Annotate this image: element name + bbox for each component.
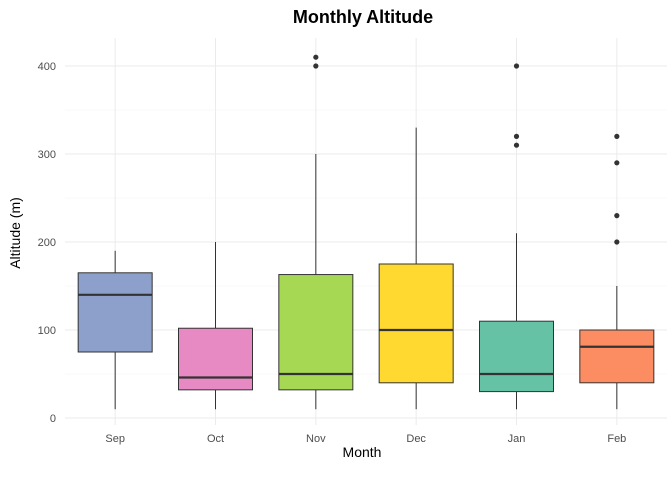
- outlier-point: [614, 160, 620, 166]
- box-body: [77, 272, 153, 353]
- box-body: [378, 263, 454, 384]
- box-body: [178, 327, 253, 391]
- box-body: [479, 320, 554, 393]
- outlier-point: [614, 213, 620, 219]
- outlier-point: [513, 63, 520, 69]
- x-axis-ticks: Sep Oct Nov Dec Jan Feb: [105, 433, 626, 445]
- box-sep: [77, 250, 153, 410]
- x-tick-label: Oct: [207, 433, 224, 445]
- box-nov: [278, 54, 354, 410]
- x-tick-label: Dec: [406, 433, 426, 445]
- y-axis-ticks: 0 100 200 300 400: [38, 61, 56, 425]
- outlier-point: [313, 63, 319, 69]
- chart-title: Monthly Altitude: [293, 7, 433, 27]
- y-tick-label: 300: [38, 149, 56, 161]
- y-tick-label: 100: [38, 325, 56, 337]
- outlier-point: [614, 239, 620, 245]
- box-jan: [479, 63, 554, 410]
- x-tick-label: Jan: [508, 433, 526, 445]
- y-tick-label: 0: [50, 413, 56, 425]
- boxes: [77, 54, 655, 410]
- box-feb: [579, 133, 655, 410]
- y-axis-title: Altitude (m): [7, 197, 23, 269]
- box-body: [579, 329, 655, 384]
- y-tick-label: 400: [38, 61, 56, 73]
- outlier-point: [313, 54, 319, 60]
- grid-lines: [65, 38, 667, 425]
- x-tick-label: Nov: [306, 433, 326, 445]
- box-oct: [178, 242, 253, 410]
- outlier-point: [513, 142, 520, 148]
- x-tick-label: Sep: [105, 433, 125, 445]
- box-body: [278, 274, 354, 391]
- y-tick-label: 200: [38, 237, 56, 249]
- outlier-point: [513, 133, 520, 139]
- x-axis-title: Month: [343, 444, 382, 460]
- x-tick-label: Feb: [607, 433, 626, 445]
- box-dec: [378, 127, 454, 410]
- outlier-point: [614, 133, 620, 139]
